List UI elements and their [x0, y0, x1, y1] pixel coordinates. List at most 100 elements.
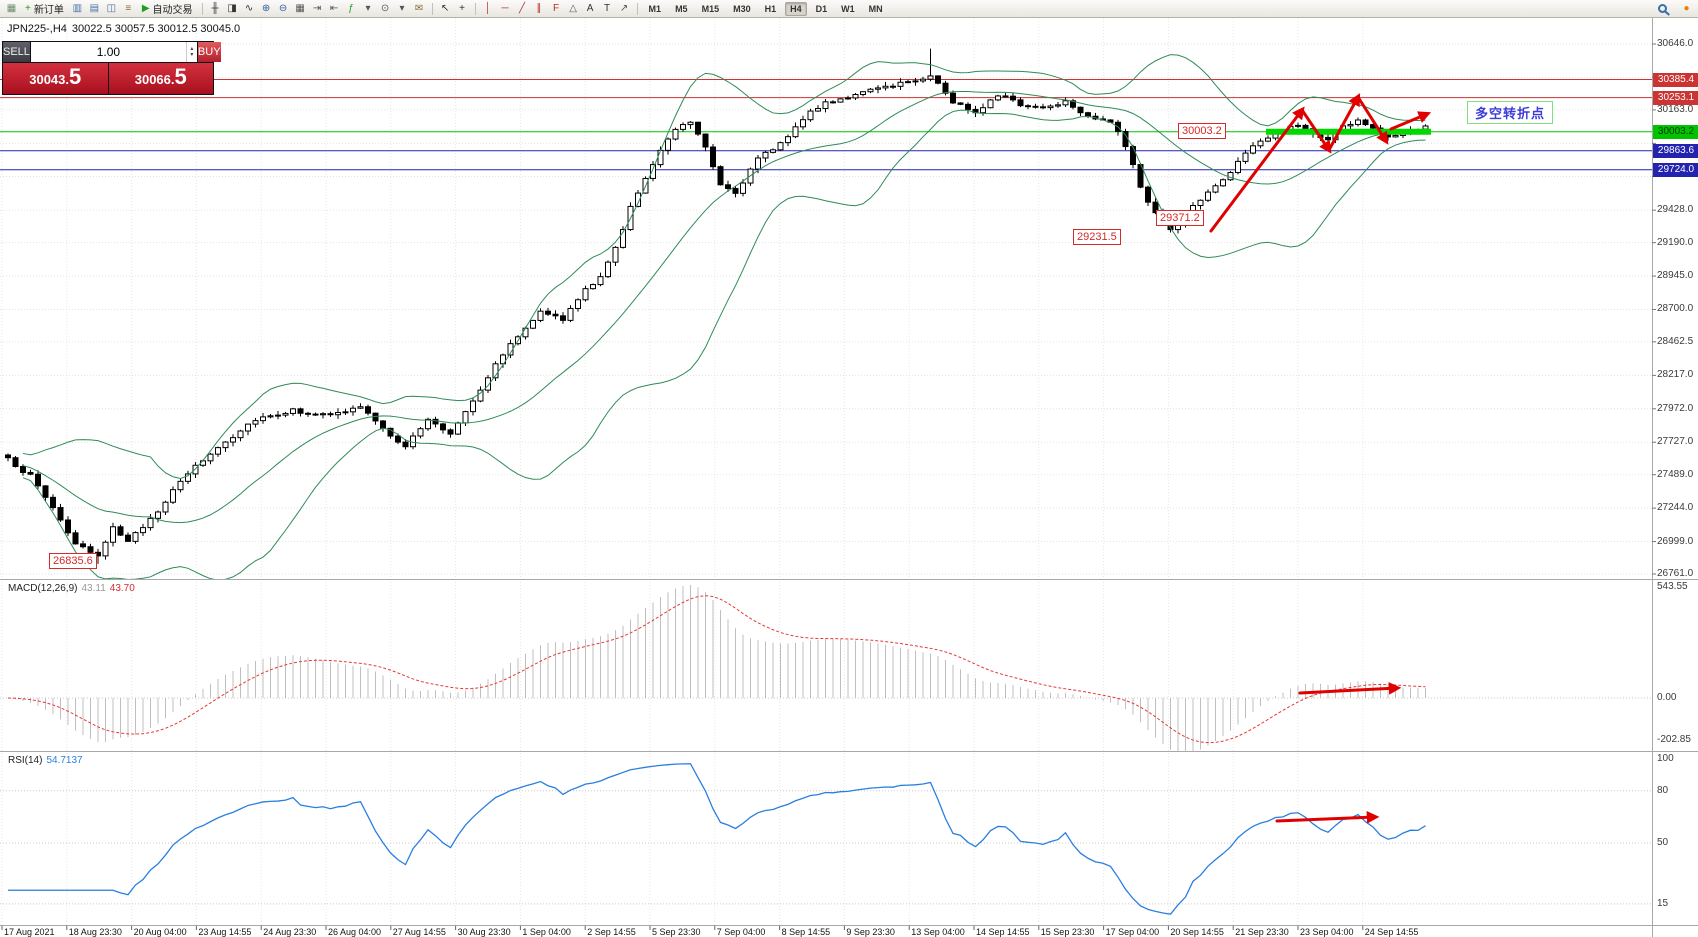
price-axis-tick: 27972.0 — [1657, 402, 1694, 414]
shapes-icon[interactable]: △ — [566, 2, 581, 16]
price-axis-tick: 29190.0 — [1657, 236, 1694, 248]
navigator-icon-glyph: ◫ — [106, 3, 117, 14]
price-tag-label[interactable]: 29231.5 — [1073, 229, 1121, 245]
toolbar-separator — [474, 2, 476, 15]
chinese-annotation[interactable]: 多空转折点 — [1467, 101, 1554, 124]
timeframe-m30[interactable]: M30 — [733, 3, 751, 14]
vertical-line-icon[interactable]: │ — [481, 2, 496, 16]
horizontal-line-icon[interactable]: ─ — [498, 2, 513, 16]
price-tag-label[interactable]: 30003.2 — [1178, 123, 1226, 139]
price-axis-tick: 27727.0 — [1657, 436, 1694, 448]
chart-grid-icon[interactable]: ▦ — [4, 2, 19, 16]
auto-scroll-icon-glyph: ⇥ — [312, 3, 322, 14]
autotrading-button[interactable]: ▶ 自动交易 — [138, 2, 197, 16]
sell-price-display[interactable]: 30043. 5 — [3, 63, 108, 94]
channel-icon-glyph: ∥ — [536, 3, 542, 14]
macd-axis-value: -202.85 — [1657, 734, 1691, 746]
new-order-button[interactable]: + 新订单 — [21, 2, 68, 16]
tile-windows-icon[interactable]: ▦ — [293, 2, 308, 16]
indicators-icon[interactable]: ƒ — [344, 2, 359, 16]
fibonacci-icon-glyph: F — [552, 3, 560, 14]
navigator-icon[interactable]: ◫ — [104, 2, 119, 16]
rsi-axis-value: 50 — [1657, 837, 1669, 848]
trendline-icon[interactable]: ╱ — [515, 2, 530, 16]
timeframe-h4[interactable]: H4 — [785, 1, 807, 16]
buy-price-display[interactable]: 30066. 5 — [108, 63, 213, 94]
zoom-out-icon-glyph: ⊖ — [278, 3, 288, 14]
time-axis-label: 21 Sep 23:30 — [1235, 927, 1289, 937]
indicators-caret[interactable]: ▾ — [361, 2, 376, 16]
new-order-button-glyph: + — [25, 3, 31, 14]
time-axis-label: 24 Sep 14:55 — [1364, 927, 1419, 937]
macd-main-value: 43.11 — [81, 583, 106, 594]
zoom-in-icon[interactable]: ⊕ — [259, 2, 274, 16]
cursor-icon[interactable]: ↖ — [438, 2, 453, 16]
rsi-line — [8, 763, 1426, 915]
chart-shift-icon[interactable]: ⇤ — [327, 2, 342, 16]
macd-axis-value: 543.55 — [1657, 581, 1688, 592]
crosshair-icon[interactable]: + — [455, 2, 470, 16]
timeframe-m15[interactable]: M15 — [701, 3, 720, 14]
macd-indicator-label: MACD(12,26,9) 43.11 43.70 — [8, 583, 135, 594]
timeframe-h1[interactable]: H1 — [764, 3, 777, 14]
label-icon[interactable]: T — [600, 2, 615, 16]
symbol-ohlc-readout: JPN225-,H4 30022.5 30057.5 30012.5 30045.… — [7, 23, 245, 35]
timeframe-m1[interactable]: M1 — [648, 3, 662, 14]
macd-name: MACD(12,26,9) — [8, 583, 78, 594]
time-axis-label: 9 Sep 23:30 — [846, 927, 895, 937]
zoom-out-icon[interactable]: ⊖ — [276, 2, 291, 16]
bollinger-lower-band — [22, 109, 1426, 579]
price-axis-tick: 28462.5 — [1657, 335, 1694, 347]
charts-icon[interactable]: ▥ — [70, 2, 85, 16]
periods-icon[interactable]: ⊙ — [378, 2, 393, 16]
arrows-tool-icon[interactable]: ↗ — [617, 2, 632, 16]
timeframe-m5[interactable]: M5 — [675, 3, 688, 14]
search-button[interactable] — [1658, 0, 1677, 18]
time-axis-label: 23 Aug 14:55 — [198, 927, 252, 937]
zoom-in-icon-glyph: ⊕ — [261, 3, 271, 14]
fibonacci-icon[interactable]: F — [549, 2, 564, 16]
autotrading-button-glyph: ▶ — [141, 3, 150, 14]
periods-caret[interactable]: ▾ — [395, 2, 410, 16]
templates-icon[interactable]: ✉ — [412, 2, 427, 16]
market-watch-icon[interactable]: ▤ — [87, 2, 102, 16]
timeframe-mn[interactable]: MN — [868, 3, 883, 14]
timeframe-w1[interactable]: W1 — [841, 3, 855, 14]
bollinger-upper-band — [22, 54, 1426, 480]
volume-input[interactable] — [30, 42, 186, 62]
arrows-tool-icon-glyph: ↗ — [619, 3, 629, 14]
price-axis-tick: 28945.0 — [1657, 270, 1694, 282]
symbol-ohlc: 30022.5 30057.5 30012.5 30045.0 — [71, 23, 241, 35]
price-tag-label[interactable]: 26835.6 — [49, 553, 97, 569]
macd-axis-value: 0.00 — [1657, 692, 1677, 703]
line-chart-type-icon[interactable]: ∿ — [242, 2, 257, 16]
macd-signal-line — [7, 595, 1426, 744]
time-axis-label: 1 Sep 04:00 — [522, 927, 571, 937]
toolbar-separator — [636, 2, 638, 15]
time-axis-label: 13 Sep 04:00 — [911, 927, 965, 937]
price-tag-label[interactable]: 29371.2 — [1156, 210, 1204, 226]
chart-shift-icon-glyph: ⇤ — [329, 3, 339, 14]
price-level-label: 29863.6 — [1653, 143, 1698, 158]
macd-panel — [0, 585, 1652, 751]
volume-down-stepper[interactable]: ▾ — [190, 52, 194, 58]
text-icon[interactable]: A — [583, 2, 598, 16]
sell-button[interactable]: SELL — [3, 42, 30, 62]
bar-chart-type-icon[interactable]: ╫ — [208, 2, 223, 16]
terminal-icon[interactable]: ≡ — [121, 2, 136, 16]
channel-icon[interactable]: ∥ — [532, 2, 547, 16]
community-icon[interactable]: ● — [1683, 3, 1690, 14]
candlestick-type-icon[interactable]: ◨ — [225, 2, 240, 16]
timeframe-d1[interactable]: D1 — [815, 3, 828, 14]
sell-price-main: 30043. — [29, 72, 69, 87]
crosshair-icon-glyph: + — [459, 3, 465, 14]
trade-panel-top-row: SELL ▴ ▾ BUY — [3, 42, 221, 62]
symbol-title: JPN225-,H4 — [7, 23, 67, 35]
volume-up-stepper[interactable]: ▴ — [190, 46, 194, 52]
shapes-icon-glyph: △ — [569, 3, 577, 14]
buy-button[interactable]: BUY — [197, 42, 221, 62]
time-axis-label: 23 Sep 04:00 — [1300, 927, 1354, 937]
auto-scroll-icon[interactable]: ⇥ — [310, 2, 325, 16]
